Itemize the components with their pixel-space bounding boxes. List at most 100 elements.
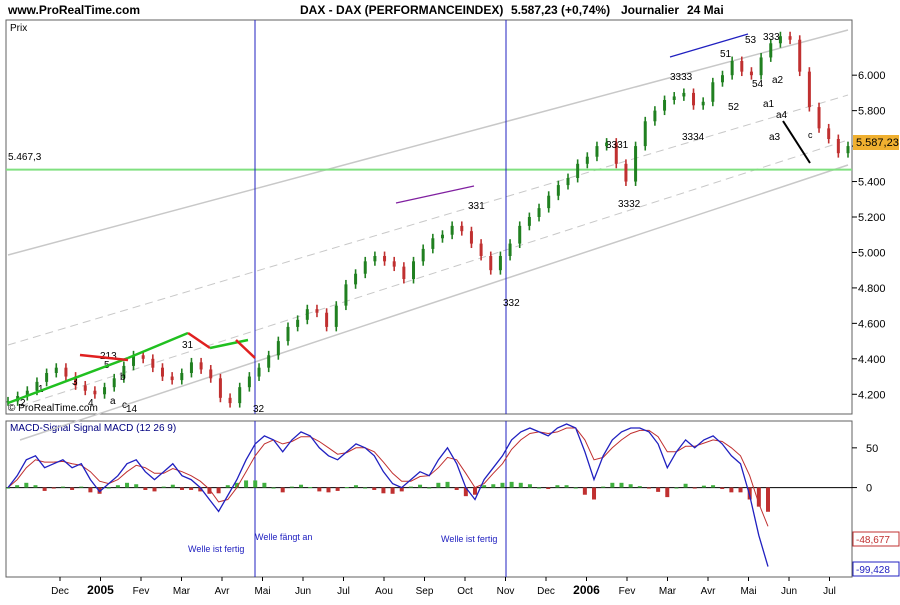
price-body bbox=[305, 309, 309, 320]
macd-histogram-bar bbox=[60, 486, 65, 488]
watermark-text: © ProRealTime.com bbox=[8, 403, 98, 414]
period-label: Journalier bbox=[621, 3, 679, 17]
price-body bbox=[334, 305, 338, 327]
trend-arrow-2 bbox=[127, 331, 189, 360]
macd-histogram-bar bbox=[711, 485, 716, 488]
price-body bbox=[64, 367, 68, 377]
price-y-tick-label: 4.800 bbox=[858, 283, 886, 295]
x-tick-label: Fev bbox=[619, 586, 636, 597]
price-body bbox=[527, 217, 531, 226]
macd-histogram-bar bbox=[601, 486, 606, 488]
macd-histogram-bar bbox=[143, 487, 148, 490]
site-label: www.ProRealTime.com bbox=[7, 3, 140, 17]
macd-histogram-bar bbox=[134, 484, 139, 488]
price-wave-label: 3331 bbox=[606, 140, 629, 151]
price-body bbox=[93, 390, 97, 395]
macd-line bbox=[7, 423, 769, 567]
macd-y-tick-label: 0 bbox=[866, 483, 872, 495]
macd-histogram-bar bbox=[555, 485, 560, 488]
price-body bbox=[556, 185, 560, 196]
macd-histogram-bar bbox=[756, 487, 761, 507]
date-label: 24 Mai bbox=[687, 3, 724, 17]
divergence-trendline bbox=[395, 185, 475, 204]
macd-histogram-bar bbox=[445, 481, 450, 488]
x-tick-label: Mai bbox=[740, 586, 756, 597]
price-body bbox=[701, 101, 705, 106]
macd-histogram-bar bbox=[509, 481, 514, 488]
x-tick-label: Nov bbox=[497, 586, 515, 597]
macd-value-label: -99,428 bbox=[856, 565, 890, 576]
price-body bbox=[836, 139, 840, 154]
price-wave-label: 213 bbox=[100, 351, 117, 362]
macd-histogram-bar bbox=[372, 487, 377, 490]
macd-histogram-bar bbox=[701, 485, 706, 488]
macd-histogram-bar bbox=[299, 484, 304, 488]
x-tick-label: Mar bbox=[659, 586, 677, 597]
price-wave-label: 54 bbox=[752, 79, 764, 90]
price-body bbox=[412, 261, 416, 280]
macd-histogram-bar bbox=[766, 487, 770, 512]
macd-histogram-bar bbox=[527, 484, 532, 488]
x-tick-label: 2006 bbox=[573, 583, 600, 597]
forecast-arrow bbox=[782, 120, 811, 164]
macd-note-2: Welle fängt an bbox=[255, 532, 312, 542]
macd-histogram-bar bbox=[408, 486, 413, 488]
instrument-title: DAX - DAX (PERFORMANCEINDEX) bbox=[300, 3, 503, 17]
price-body bbox=[132, 355, 136, 366]
price-wave-label: a1 bbox=[763, 99, 775, 110]
macd-histogram-bar bbox=[500, 482, 505, 488]
price-body bbox=[35, 381, 39, 391]
macd-histogram-bar bbox=[637, 486, 642, 488]
signal-value-tag bbox=[852, 531, 900, 547]
macd-histogram-bar bbox=[353, 485, 358, 488]
x-tick-label: Sep bbox=[416, 586, 434, 597]
price-body bbox=[344, 284, 348, 306]
price-body bbox=[672, 96, 676, 100]
price-body bbox=[354, 273, 358, 285]
macd-panel-title: MACD-Signal Signal MACD (12 26 9) bbox=[10, 423, 176, 434]
macd-histogram-bar bbox=[33, 485, 38, 488]
macd-histogram-bar bbox=[674, 487, 679, 489]
macd-histogram-bar bbox=[6, 487, 10, 489]
price-body bbox=[218, 378, 222, 398]
macd-histogram-bar bbox=[317, 487, 322, 492]
price-body bbox=[247, 376, 251, 388]
macd-value-tag bbox=[852, 561, 900, 577]
signal-line bbox=[7, 427, 769, 527]
price-body bbox=[547, 195, 551, 209]
price-wave-label: 3333 bbox=[670, 72, 693, 83]
price-wave-label: a bbox=[110, 396, 116, 407]
macd-histogram-bar bbox=[234, 482, 239, 488]
price-body bbox=[112, 378, 116, 388]
macd-note-1: Welle ist fertig bbox=[188, 544, 244, 554]
macd-histogram-bar bbox=[436, 482, 441, 488]
channel-upper bbox=[7, 29, 849, 256]
macd-histogram-bar bbox=[472, 487, 477, 495]
price-body bbox=[199, 362, 203, 370]
macd-histogram-bar bbox=[42, 487, 47, 491]
price-body bbox=[653, 110, 657, 122]
macd-histogram-bar bbox=[729, 487, 734, 493]
price-body bbox=[228, 397, 232, 404]
price-wave-label: 331 bbox=[468, 201, 485, 212]
channel-mid-upper bbox=[7, 94, 849, 346]
price-body bbox=[296, 319, 300, 327]
price-y-tick-label: 4.400 bbox=[858, 354, 886, 366]
macd-histogram-bar bbox=[198, 487, 203, 492]
price-body bbox=[160, 367, 164, 377]
macd-histogram-bar bbox=[161, 486, 166, 488]
price-body bbox=[450, 225, 454, 235]
price-body bbox=[209, 369, 213, 379]
price-body bbox=[383, 256, 387, 262]
macd-histogram-bar bbox=[51, 487, 56, 489]
macd-histogram-bar bbox=[179, 487, 184, 490]
price-body bbox=[663, 100, 667, 111]
channel-lines bbox=[6, 20, 852, 577]
price-wave-label: 333 bbox=[763, 32, 780, 43]
price-body bbox=[711, 82, 715, 102]
price-body bbox=[489, 256, 493, 271]
price-body bbox=[315, 309, 319, 313]
macd-histogram-bar bbox=[518, 482, 523, 488]
price-wave-label: b bbox=[120, 372, 126, 383]
